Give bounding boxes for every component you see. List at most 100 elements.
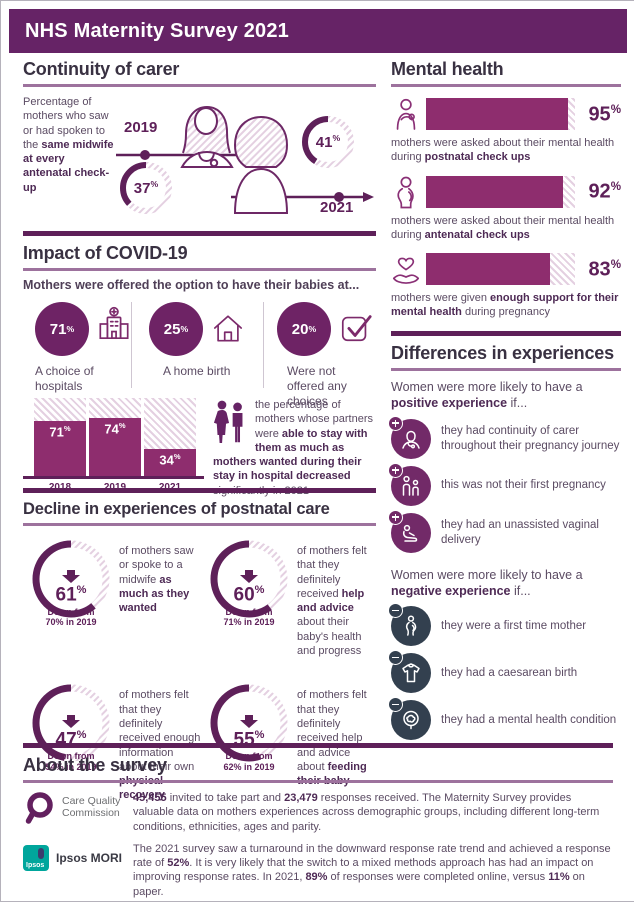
bar-track	[426, 253, 575, 286]
section-divider	[23, 743, 613, 748]
decline-donut: 55% Down from 62% in 2019	[210, 684, 288, 802]
hospital-icon	[99, 306, 129, 340]
timeline-illustration	[116, 105, 374, 214]
partners-stay-bar-chart: 71% 74% 34% 2018	[23, 398, 207, 498]
timeline-year-2021: 2021	[320, 199, 354, 216]
about-paragraph: The 2021 survey saw a turnaround in the …	[133, 842, 611, 898]
section-divider	[23, 231, 376, 236]
down-from-label: Down from 54% in 2019	[45, 750, 97, 772]
decline-donut: 61% Down from 70% in 2019	[32, 540, 110, 658]
title-underline	[23, 523, 376, 526]
vertical-divider	[131, 302, 132, 388]
negative-item: they were a first time mother	[388, 603, 621, 646]
bar-caption: mothers were asked about their mental he…	[391, 214, 615, 241]
cqc-logo: Care Quality Commission	[23, 791, 133, 825]
positive-circle	[388, 509, 431, 553]
choice-label: A home birth	[163, 364, 231, 378]
decline-item: 60% Down from 71% in 2019 of mothers fel…	[201, 540, 376, 658]
first-time-mother-icon	[405, 615, 417, 636]
title-underline	[391, 368, 621, 371]
decline-item: 61% Down from 70% in 2019 of mothers saw…	[23, 540, 201, 658]
x-axis-label: 2019	[89, 482, 141, 493]
decline-caption: of mothers felt that they definitely rec…	[119, 689, 201, 802]
cqc-name-line1: Care Quality	[62, 795, 121, 808]
ipsos-icon: Ipsos	[23, 844, 49, 871]
plus-badge-icon	[388, 509, 403, 525]
section-mental-health: Mental health 95% mothers were asked abo…	[391, 59, 621, 320]
home-icon	[213, 315, 243, 342]
choice-circle-hospitals: 71%	[35, 302, 89, 356]
mother-baby-icon	[396, 98, 416, 130]
bar-2021: 34%	[144, 398, 196, 476]
down-arrow-icon	[240, 570, 258, 584]
minus-badge-icon	[388, 603, 403, 618]
continuity-graphic: Percentage of mothers who saw or had spo…	[23, 95, 376, 235]
decline-caption: of mothers felt that they definitely rec…	[297, 689, 367, 787]
ipsos-logo: Ipsos Ipsos MORI	[23, 842, 133, 871]
bar-2018: 71%	[34, 398, 86, 476]
vaginal-delivery-icon	[402, 524, 418, 542]
header-banner: NHS Maternity Survey 2021	[9, 9, 627, 53]
section-divider	[391, 331, 621, 336]
covid-bottom-row: 71% 74% 34% 2018	[23, 398, 376, 498]
covid-intro: Mothers were offered the option to have …	[23, 278, 360, 292]
midwife-illustration	[180, 105, 234, 168]
bar-caption: mothers were given enough support for th…	[391, 292, 619, 319]
bar-fill: 71%	[34, 420, 86, 476]
covid-title: Impact of COVID-19	[23, 243, 188, 263]
negative-text: they had a caesarean birth	[441, 666, 578, 679]
continuity-description: Percentage of mothers who saw or had spo…	[23, 96, 114, 194]
choice-label: Were not offered any choices	[287, 364, 347, 408]
x-axis-label: 2018	[34, 482, 86, 493]
section-decline-postnatal-care: Decline in experiences of postnatal care…	[23, 488, 376, 803]
choice-circle-no-choice: 20%	[277, 302, 331, 356]
title-underline	[23, 84, 376, 87]
page-title: NHS Maternity Survey 2021	[25, 19, 290, 42]
title-underline	[391, 84, 621, 87]
bar-caption: mothers were asked about their mental he…	[391, 137, 615, 164]
bar-fill	[426, 175, 564, 208]
down-from-label: Down from 62% in 2019	[223, 750, 275, 772]
midwife-icon	[402, 430, 420, 449]
positive-text: they had an unassisted vaginal delivery	[441, 518, 599, 546]
negative-text: they were a first time mother	[441, 619, 587, 632]
positive-item: they had an unassisted vaginal delivery	[388, 509, 621, 553]
decline-item: 47% Down from 54% in 2019 of mothers fel…	[23, 684, 201, 802]
patient-illustration	[233, 115, 289, 214]
mental-health-item: 95% mothers were asked about their menta…	[391, 97, 621, 165]
section-divider	[23, 488, 376, 493]
title-underline	[23, 268, 376, 271]
down-arrow-icon	[240, 714, 258, 728]
negative-circle	[388, 650, 431, 693]
title-underline	[23, 780, 613, 783]
down-from-label: Down from 71% in 2019	[223, 606, 275, 628]
positive-intro: Women were more likely to have a positiv…	[391, 380, 583, 411]
down-arrow-icon	[62, 714, 80, 728]
bar-fill: 34%	[144, 449, 196, 476]
decline-title: Decline in experiences of postnatal care	[23, 500, 330, 518]
bar-track	[426, 98, 575, 130]
about-row: Care Quality Commission 45,455 invited t…	[23, 791, 613, 834]
bar-fill: 74%	[89, 418, 141, 476]
decline-donut: 47% Down from 54% in 2019	[32, 684, 110, 802]
positive-text: this was not their first pregnancy	[441, 479, 606, 492]
checkbox-icon	[341, 315, 372, 342]
cqc-q-icon	[25, 792, 53, 824]
bar-fill	[426, 98, 568, 130]
section-differences-in-experiences: Differences in experiences Women were mo…	[388, 331, 621, 740]
decline-caption: of mothers saw or spoke to a midwife as …	[119, 545, 194, 615]
decline-caption: of mothers felt that they definitely rec…	[297, 545, 367, 658]
down-from-label: Down from 70% in 2019	[45, 606, 97, 628]
positive-item: they had continuity of carer throughout …	[388, 415, 621, 459]
cqc-name-line2: Commission	[62, 807, 120, 819]
positive-circle	[388, 462, 431, 506]
section-continuity-of-carer: Continuity of carer Percentage of mother…	[23, 59, 376, 235]
vertical-divider	[263, 302, 264, 388]
section-impact-of-covid: Impact of COVID-19 Mothers were offered …	[23, 231, 376, 498]
bar-fill	[426, 253, 550, 286]
ipsos-label: Ipsos MORI	[56, 850, 123, 865]
donut-2019: 37%	[119, 161, 173, 215]
timeline-arrow-icon	[363, 192, 374, 202]
about-row: Ipsos Ipsos MORI The 2021 survey saw a t…	[23, 842, 613, 899]
